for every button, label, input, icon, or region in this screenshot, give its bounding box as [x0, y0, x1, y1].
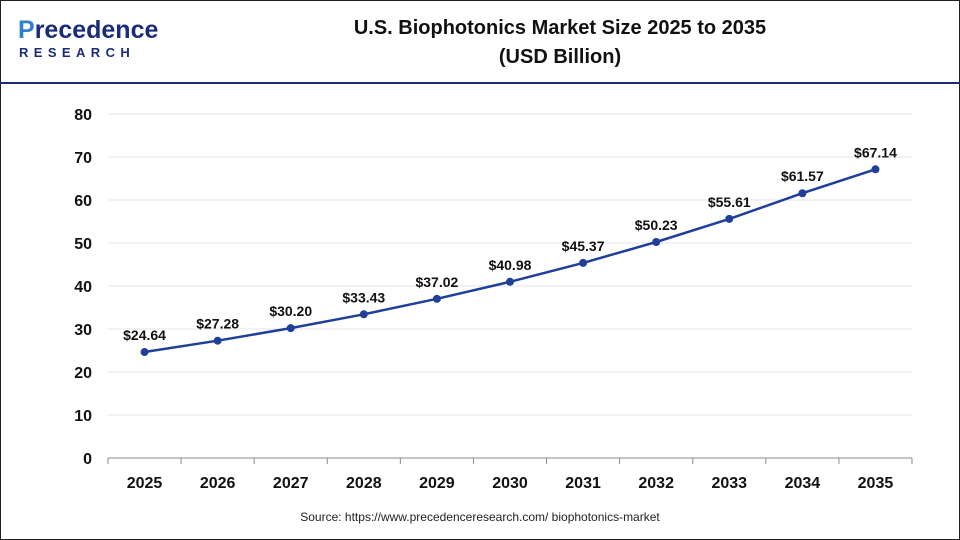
- chart-title-line1: U.S. Biophotonics Market Size 2025 to 20…: [353, 17, 767, 39]
- data-label: $50.23: [635, 217, 678, 233]
- data-label: $30.20: [269, 303, 312, 319]
- source-note: Source: https://www.precedenceresearch.c…: [300, 510, 660, 524]
- x-tick-label: 2035: [858, 475, 894, 492]
- x-tick-label: 2031: [565, 475, 601, 492]
- y-tick-label: 70: [74, 150, 92, 167]
- brand-logo: Precedence RESEARCH: [18, 16, 168, 66]
- data-point: [652, 238, 661, 247]
- chart-title: U.S. Biophotonics Market Size 2025 to 20…: [300, 14, 820, 72]
- chart-title-line2: (USD Billion): [498, 46, 622, 68]
- y-tick-label: 30: [74, 322, 92, 339]
- logo-subtitle: RESEARCH: [19, 45, 136, 60]
- logo-initial: P: [18, 16, 35, 44]
- y-tick-label: 0: [83, 451, 92, 468]
- data-label: $33.43: [342, 289, 385, 305]
- x-tick-label: 2034: [785, 475, 821, 492]
- data-label: $45.37: [562, 238, 605, 254]
- x-tick-label: 2025: [127, 475, 163, 492]
- data-label: $61.57: [781, 168, 824, 184]
- data-point: [798, 189, 807, 198]
- data-point: [725, 214, 734, 223]
- y-tick-label: 40: [74, 279, 92, 296]
- data-point: [506, 277, 514, 286]
- data-point: [286, 324, 295, 333]
- header-bar: Precedence RESEARCH U.S. Biophotonics Ma…: [0, 0, 960, 84]
- data-label: $40.98: [489, 257, 532, 273]
- data-label: $27.28: [196, 316, 239, 332]
- data-point: [359, 310, 368, 319]
- y-tick-label: 20: [74, 365, 92, 382]
- y-tick-label: 10: [74, 408, 92, 425]
- data-label: $67.14: [854, 144, 897, 160]
- data-label: $55.61: [708, 194, 751, 210]
- x-tick-label: 2032: [638, 475, 674, 492]
- x-tick-label: 2033: [711, 475, 747, 492]
- logo-wordmark: Precedence: [18, 16, 158, 45]
- data-label: $37.02: [415, 274, 458, 290]
- y-tick-label: 80: [74, 107, 92, 124]
- y-tick-label: 60: [74, 193, 92, 210]
- x-tick-label: 2028: [346, 475, 382, 492]
- data-point: [871, 165, 880, 174]
- data-label: $24.64: [123, 327, 166, 343]
- data-point: [579, 258, 588, 267]
- data-point: [140, 348, 149, 357]
- logo-name: recedence: [34, 16, 159, 44]
- x-tick-label: 2029: [419, 475, 455, 492]
- data-point: [432, 294, 441, 303]
- data-point: [213, 336, 222, 345]
- x-tick-label: 2026: [200, 475, 236, 492]
- x-tick-label: 2030: [492, 475, 528, 492]
- x-tick-label: 2027: [273, 475, 309, 492]
- y-tick-label: 50: [74, 236, 92, 253]
